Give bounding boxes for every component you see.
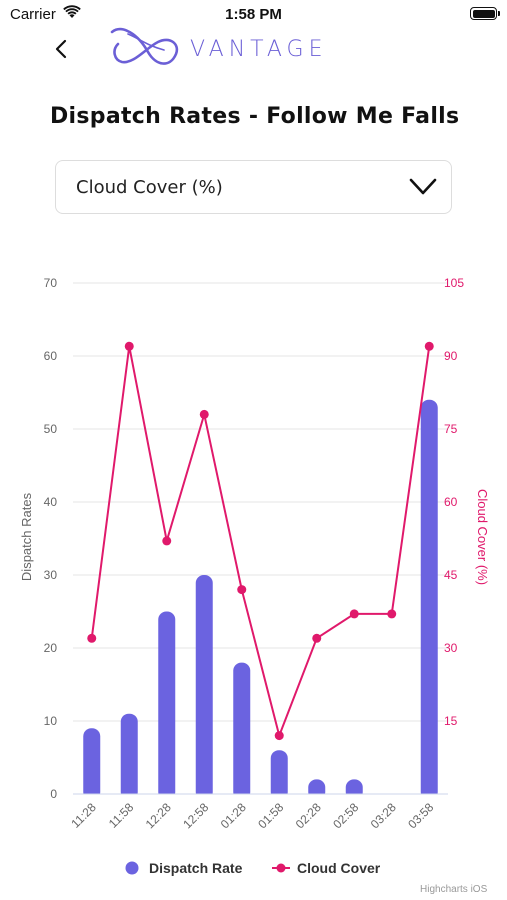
metric-dropdown[interactable]: Cloud Cover (%) xyxy=(55,160,452,214)
y-axis-title: Dispatch Rates xyxy=(19,492,34,581)
x-tick-label: 11:28 xyxy=(68,800,99,831)
y-tick-label: 0 xyxy=(50,787,57,801)
point-cloud-cover xyxy=(124,341,134,351)
x-tick-label: 11:58 xyxy=(106,800,137,831)
chart-credits[interactable]: Highcharts iOS xyxy=(420,884,488,895)
y-tick-label: 50 xyxy=(44,422,58,436)
y-right-tick-label: 45 xyxy=(444,568,458,582)
point-cloud-cover xyxy=(199,409,209,419)
point-cloud-cover xyxy=(349,609,359,619)
dropdown-selected-value: Cloud Cover (%) xyxy=(76,177,223,198)
bar-dispatch-rate xyxy=(195,575,213,800)
y-right-tick-label: 60 xyxy=(444,495,458,509)
x-tick-label: 03:28 xyxy=(368,800,399,831)
point-cloud-cover xyxy=(387,609,397,619)
bar-dispatch-rate xyxy=(120,713,138,800)
bar-dispatch-rate xyxy=(158,611,176,800)
status-time: 1:58 PM xyxy=(225,6,282,23)
y-right-tick-label: 15 xyxy=(444,714,458,728)
legend-marker-cloud-cover xyxy=(276,863,286,873)
legend-label-cloud-cover: Cloud Cover xyxy=(297,860,381,876)
point-cloud-cover xyxy=(87,633,97,643)
x-tick-label: 01:58 xyxy=(255,800,286,831)
chevron-left-icon[interactable] xyxy=(50,37,74,61)
point-cloud-cover xyxy=(237,585,247,595)
chevron-down-icon xyxy=(409,178,437,195)
y-right-tick-label: 90 xyxy=(444,349,458,363)
bar-dispatch-rate xyxy=(270,750,288,800)
battery-icon xyxy=(470,7,500,20)
y-tick-label: 20 xyxy=(44,641,58,655)
y-tick-label: 70 xyxy=(44,276,58,290)
dispatch-chart: 0 10 20 30 40 50 60 70 15 30 45 60 75 90 105 Dispatch R… xyxy=(19,276,490,876)
line-cloud-cover xyxy=(90,346,431,739)
x-tick-label: 02:58 xyxy=(330,800,361,831)
legend-marker-dispatch-rate xyxy=(125,861,139,875)
legend-label-dispatch-rate: Dispatch Rate xyxy=(149,860,243,876)
x-tick-label: 12:28 xyxy=(143,800,174,831)
y-right-tick-label: 30 xyxy=(444,641,458,655)
x-tick-label: 12:58 xyxy=(180,800,211,831)
page-title: Dispatch Rates - Follow Me Falls xyxy=(50,104,460,129)
x-tick-label: 01:28 xyxy=(218,800,249,831)
carrier-label: Carrier xyxy=(10,6,56,23)
point-cloud-cover xyxy=(424,341,434,351)
bar-dispatch-rate xyxy=(420,399,438,800)
y-tick-label: 10 xyxy=(44,714,58,728)
y-tick-label: 30 xyxy=(44,568,58,582)
point-cloud-cover xyxy=(312,633,322,643)
wifi-icon xyxy=(63,5,81,18)
vantage-logo-icon xyxy=(110,27,179,65)
y-tick-label: 60 xyxy=(44,349,58,363)
brand-name: VANTAGE xyxy=(190,37,328,62)
bar-dispatch-rate xyxy=(233,662,251,800)
x-tick-label: 02:28 xyxy=(293,800,324,831)
point-cloud-cover xyxy=(274,731,284,741)
y-tick-label: 40 xyxy=(44,495,58,509)
point-cloud-cover xyxy=(162,536,172,546)
y-right-tick-label: 105 xyxy=(444,276,464,290)
x-tick-label: 03:58 xyxy=(405,800,436,831)
y-right-axis-title: Cloud Cover (%) xyxy=(475,489,490,585)
status-bar: Carrier 1:58 PM xyxy=(0,0,507,30)
bar-dispatch-rate xyxy=(83,728,101,800)
axis-mask xyxy=(73,794,448,803)
y-right-tick-label: 75 xyxy=(444,422,458,436)
